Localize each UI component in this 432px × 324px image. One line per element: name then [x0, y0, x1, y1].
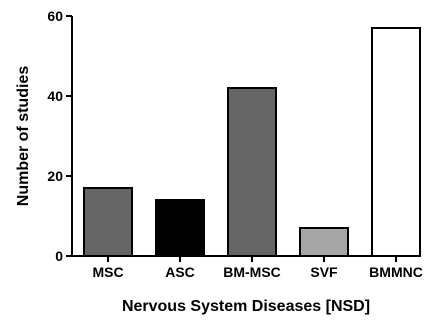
x-tick-label-asc: ASC [165, 264, 195, 280]
axes-layer [66, 15, 420, 262]
bar-bm-msc [227, 87, 277, 257]
x-axis-title: Nervous System Diseases [NSD] [122, 298, 370, 315]
bars-layer [83, 27, 421, 257]
x-tick-label-svf: SVF [310, 264, 338, 280]
x-tick-label-msc: MSC [92, 264, 123, 280]
bar-msc [83, 187, 133, 257]
bar-bmmnc [371, 27, 421, 257]
labels-layer: 0 20 40 60 MSC ASC BM-MSC SVF BMMNC [47, 8, 422, 280]
y-tick-label: 0 [55, 248, 63, 264]
y-tick-label: 40 [47, 88, 63, 104]
bar-svf [299, 227, 349, 257]
x-tick-label-bm-msc: BM-MSC [223, 264, 281, 280]
y-tick-label: 20 [47, 168, 63, 184]
y-tick-label: 60 [47, 8, 63, 24]
x-tick-label-bmmnc: BMMNC [369, 264, 423, 280]
y-axis-title: Number of studies [15, 66, 32, 207]
bar-asc [155, 199, 205, 257]
